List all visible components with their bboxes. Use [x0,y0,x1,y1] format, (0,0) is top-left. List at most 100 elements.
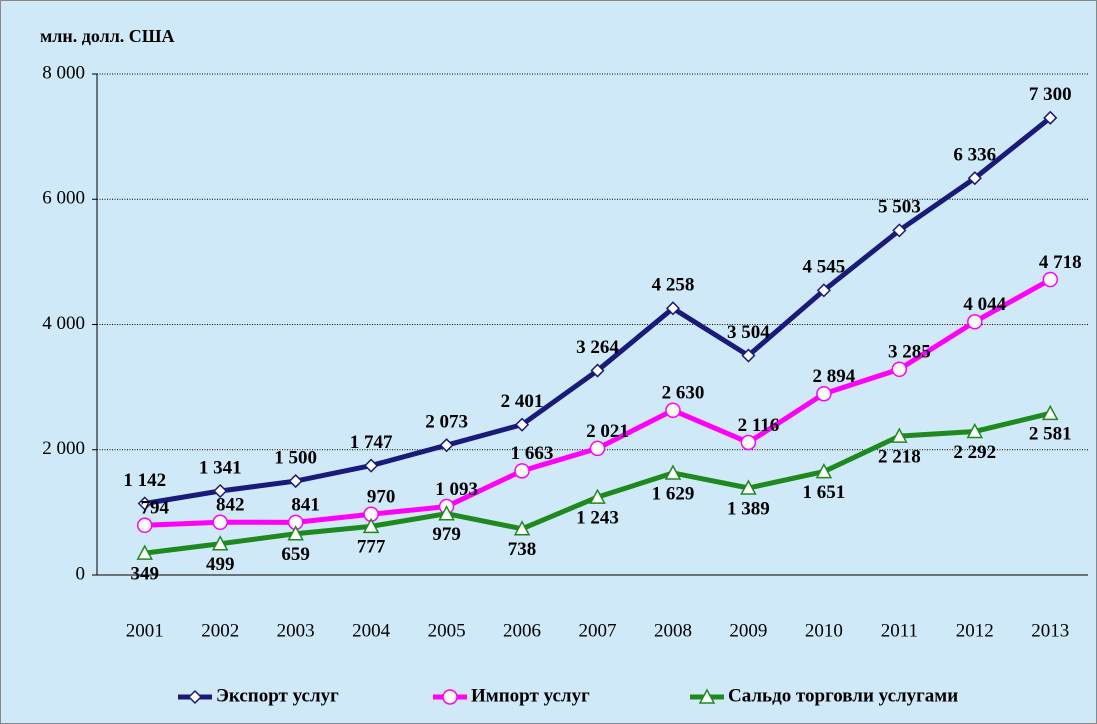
value-label: 4 258 [652,275,695,296]
x-tick-label: 2013 [1031,620,1069,641]
value-label: 2 401 [501,391,544,412]
marker [288,474,303,489]
marker [137,496,152,511]
marker [211,535,229,551]
value-label: 794 [140,498,169,519]
value-label: 4 545 [803,257,846,278]
value-label: 1 651 [803,482,846,503]
x-tick-label: 2010 [805,620,843,641]
marker [1042,271,1059,288]
x-tick-label: 2005 [428,620,466,641]
value-label: 1 389 [727,498,770,519]
value-label: 2 894 [813,366,856,387]
marker [514,463,530,479]
marker [891,361,908,378]
marker [514,417,530,432]
value-label: 4 044 [963,294,1006,315]
x-tick-label: 2012 [956,620,994,641]
value-label: 1 142 [123,470,166,491]
marker [589,488,606,504]
value-label: 1 629 [652,483,695,504]
marker [287,525,304,541]
marker [513,520,531,536]
value-label: 3 504 [727,322,770,343]
value-label: 7 300 [1029,84,1072,105]
y-tick-label: 6 000 [42,188,85,209]
legend-marker [187,689,203,705]
value-label: 499 [206,554,235,575]
marker [665,301,681,316]
value-label: 659 [281,544,310,565]
marker [136,517,153,534]
value-label: 2 116 [738,415,780,436]
value-label: 6 336 [953,145,996,166]
marker [1042,404,1059,421]
value-label: 1 093 [435,479,478,500]
value-label: 5 503 [878,197,921,218]
marker [439,438,454,453]
marker [212,514,228,531]
marker [438,505,455,521]
x-tick-label: 2002 [201,620,239,641]
legend-label: Экспорт услуг [216,685,339,706]
value-label: 1 243 [576,508,619,529]
legend-marker [698,688,716,704]
value-label: 842 [216,495,245,516]
legend-marker [442,689,458,705]
value-label: 2 073 [425,412,468,433]
marker [362,517,380,534]
marker [664,464,682,480]
legend-label: Сальдо торговли услугами [728,685,958,706]
marker [966,422,984,439]
value-label: 970 [367,487,396,508]
value-label: 2 581 [1029,424,1072,445]
value-label: 349 [130,564,159,585]
marker [665,402,681,419]
value-label: 1 500 [274,447,317,468]
legend-label: Импорт услуг [471,685,590,706]
value-label: 1 747 [350,432,393,453]
value-label: 979 [432,524,461,545]
marker [1043,110,1058,125]
value-label: 4 718 [1039,252,1082,273]
marker [364,458,379,473]
value-label: 3 285 [888,342,931,363]
marker [741,348,756,363]
x-tick-label: 2003 [277,620,315,641]
value-label: 1 341 [199,457,242,478]
marker [891,427,908,443]
x-tick-label: 2004 [352,620,391,641]
y-axis-label: млн. долл. США [40,26,175,46]
value-label: 841 [291,495,320,516]
value-label: 3 264 [576,337,619,358]
y-tick-label: 4 000 [42,313,85,334]
value-label: 2 630 [662,383,705,404]
value-label: 2 292 [953,442,996,463]
value-label: 1 663 [511,443,554,464]
marker [589,440,606,457]
marker [740,479,757,495]
marker [815,463,833,479]
marker [892,223,907,238]
value-label: 2 021 [586,421,629,442]
value-label: 777 [357,537,386,558]
x-tick-label: 2006 [503,620,541,641]
marker [816,283,831,298]
x-tick-label: 2001 [126,620,164,641]
marker [136,544,153,560]
x-tick-label: 2009 [729,620,767,641]
marker [740,434,757,451]
value-label: 2 218 [878,446,921,467]
marker [590,363,605,378]
marker [967,313,983,330]
value-label: 738 [508,539,537,560]
x-tick-label: 2008 [654,620,692,641]
marker [213,483,228,499]
y-tick-label: 8 000 [42,62,85,83]
x-tick-label: 2011 [881,620,918,641]
x-tick-label: 2007 [579,620,617,641]
y-tick-label: 2 000 [42,438,85,459]
marker [967,171,982,186]
